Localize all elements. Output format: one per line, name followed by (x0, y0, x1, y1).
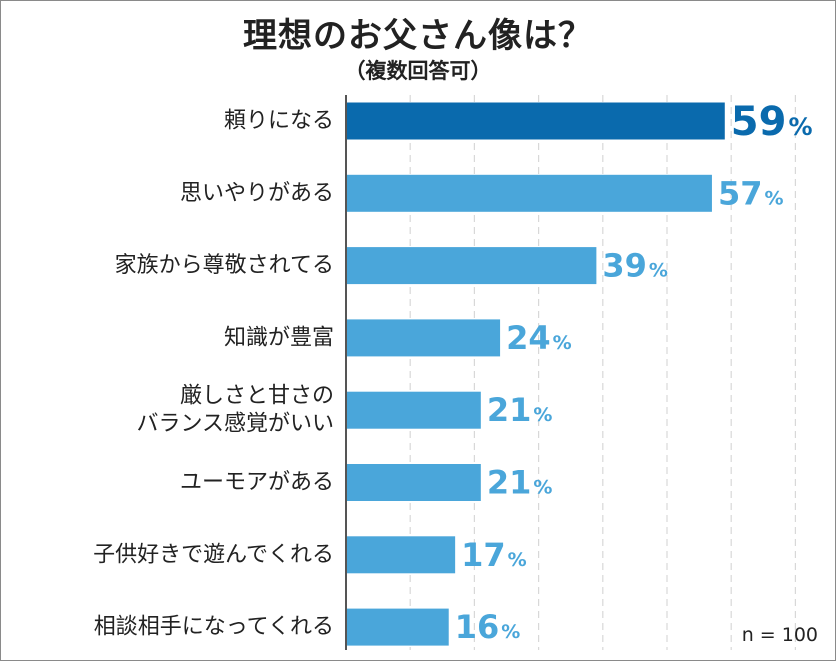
category-label: 頼りになる (224, 109, 334, 134)
value-label: 21% (487, 391, 553, 429)
value-label: 17% (461, 536, 527, 574)
value-label: 57% (718, 174, 784, 212)
category-label: 厳しさと甘さの (180, 384, 334, 409)
category-label: 子供好きで遊んでくれる (93, 542, 334, 567)
chart-title: 理想のお父さん像は？ (243, 16, 593, 56)
chart-subtitle: （複数回答可） (344, 59, 492, 83)
value-label: 24% (506, 319, 572, 357)
bar (346, 102, 725, 140)
category-label: 知識が豊富 (224, 325, 334, 350)
value-label: 21% (487, 464, 553, 502)
category-label: 家族から尊敬されてる (115, 253, 334, 278)
category-label: ユーモアがある (180, 470, 334, 495)
bar (346, 608, 449, 646)
bar (346, 319, 501, 357)
category-label: 相談相手になってくれる (94, 615, 334, 640)
gridlines (409, 95, 797, 650)
value-label: 59% (731, 99, 813, 145)
bar (346, 536, 456, 574)
category-labels: 頼りになる思いやりがある家族から尊敬されてる知識が豊富厳しさと甘さのバランス感覚… (93, 109, 334, 640)
sample-size-label: n = 100 (741, 624, 818, 646)
category-label: バランス感覚がいい (136, 412, 334, 437)
category-label: 思いやりがある (180, 181, 334, 206)
bar (346, 174, 712, 212)
value-label: 39% (602, 247, 668, 285)
value-labels: 59% 57 % 39 % 24 % 21 % 21 % 17 % 16% (455, 99, 813, 646)
bars (346, 102, 725, 646)
bar (346, 464, 481, 501)
bar (346, 247, 597, 285)
value-label: 16% (455, 608, 521, 646)
bar (346, 391, 481, 429)
